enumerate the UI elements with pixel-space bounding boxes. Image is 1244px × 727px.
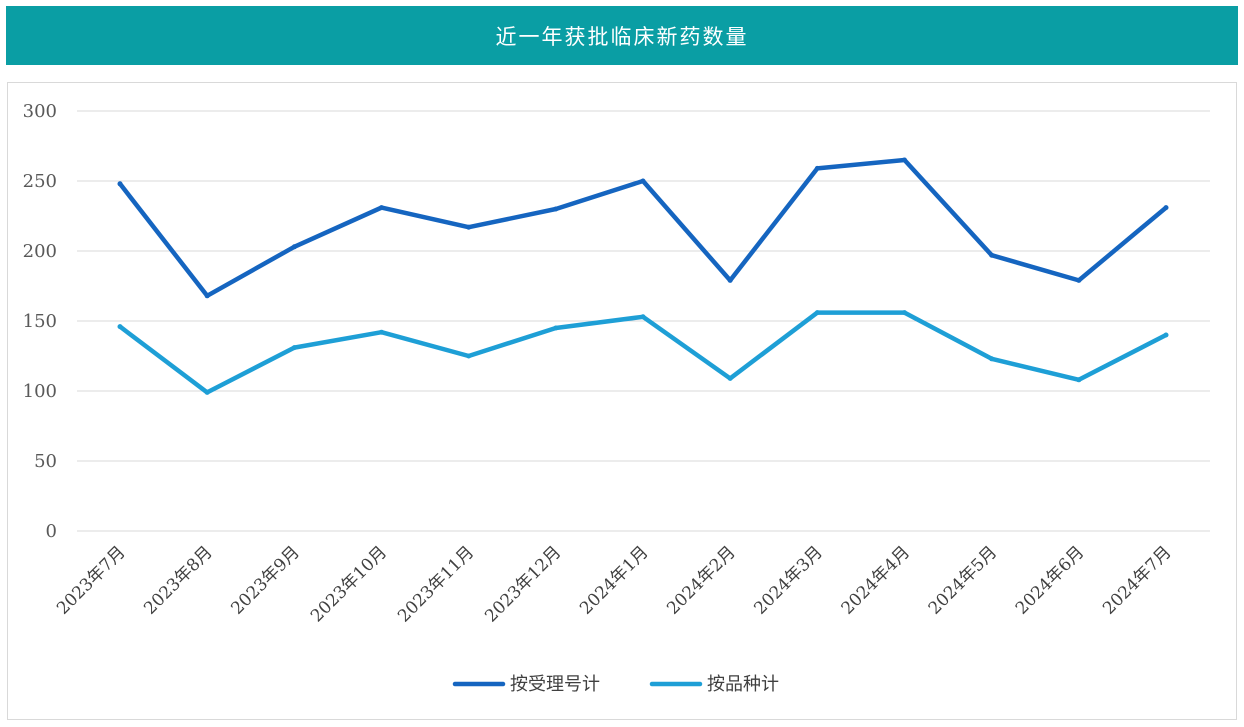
data-point	[204, 389, 210, 395]
x-tick-label: 2024年3月	[750, 542, 826, 618]
data-point	[727, 277, 733, 283]
data-point	[727, 375, 733, 381]
x-tick-label: 2023年9月	[227, 542, 303, 618]
gridlines	[77, 110, 1210, 532]
data-point	[902, 157, 907, 163]
data-point	[117, 324, 123, 330]
data-point	[117, 181, 123, 187]
data-point	[1076, 377, 1082, 383]
data-point	[814, 165, 820, 171]
y-tick-label: 100	[23, 381, 57, 402]
data-point	[553, 325, 559, 331]
data-point	[379, 205, 384, 211]
legend-label-2: 按品种计	[707, 674, 779, 695]
legend-label-1: 按受理号计	[510, 674, 600, 695]
series-lines	[117, 157, 1169, 395]
x-tick-label: 2024年1月	[576, 542, 652, 618]
data-point	[1163, 332, 1169, 338]
x-tick-label: 2023年11月	[394, 542, 478, 626]
data-point	[291, 345, 297, 351]
data-point	[989, 252, 995, 258]
y-axis-ticks: 0 50 100 150 200 250 300	[23, 101, 57, 542]
y-tick-label: 200	[23, 241, 57, 262]
x-tick-label: 2023年10月	[307, 542, 391, 626]
x-tick-label: 2023年12月	[481, 542, 565, 626]
data-point	[1076, 277, 1082, 283]
x-tick-label: 2024年7月	[1099, 542, 1175, 618]
x-axis-ticks: 2023年7月 2023年8月 2023年9月 2023年10月 2023年11月 202…	[53, 542, 1175, 626]
data-point	[640, 314, 646, 320]
y-tick-label: 150	[23, 311, 57, 332]
data-point	[640, 178, 646, 184]
data-point	[814, 310, 820, 316]
x-tick-label: 2024年5月	[925, 542, 1001, 618]
series-line-2	[117, 310, 1169, 395]
data-point	[1163, 205, 1169, 211]
x-tick-label: 2024年2月	[663, 542, 739, 618]
y-tick-label: 0	[46, 521, 57, 542]
data-point	[379, 329, 384, 335]
x-tick-label: 2023年8月	[140, 542, 216, 618]
legend: 按受理号计 按品种计	[452, 674, 779, 695]
chart-title: 近一年获批临床新药数量	[495, 24, 749, 49]
chart-title-bar: 近一年获批临床新药数量	[6, 6, 1238, 65]
data-point	[989, 356, 995, 362]
data-point	[204, 293, 210, 299]
y-tick-label: 300	[23, 101, 57, 122]
y-tick-label: 250	[23, 171, 57, 192]
data-point	[553, 206, 559, 212]
x-tick-label: 2023年7月	[53, 542, 129, 618]
data-point	[466, 353, 472, 359]
data-point	[902, 310, 907, 316]
y-tick-label: 50	[34, 451, 57, 472]
x-tick-label: 2024年4月	[838, 542, 914, 618]
x-tick-label: 2024年6月	[1012, 542, 1088, 618]
data-point	[291, 244, 297, 250]
data-point	[466, 224, 472, 230]
